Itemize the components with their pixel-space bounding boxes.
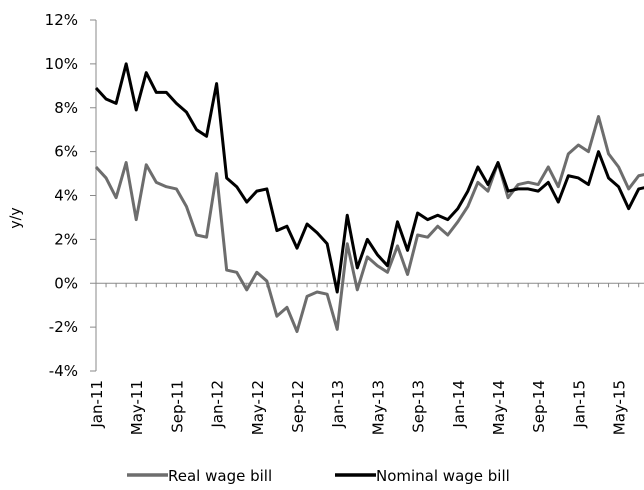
series-line-real-wage-bill <box>94 115 644 334</box>
y-tick-label: -2% <box>49 318 78 336</box>
x-ticks: Jan-11 May-11 Sep-11 Jan-12 May-12 Sep-12 Jan-… <box>88 283 640 435</box>
x-tick-label: May-12 <box>249 380 267 435</box>
y-tick-label: -4% <box>49 362 78 380</box>
y-tick-label: 12% <box>45 11 78 29</box>
x-tick-label: Sep-11 <box>168 380 186 433</box>
x-tick-label: May-15 <box>611 380 629 435</box>
x-tick-label: Sep-13 <box>410 380 428 433</box>
legend-label-nominal: Nominal wage bill <box>376 467 510 485</box>
x-tick-label: Sep-12 <box>289 380 307 433</box>
legend-label-real: Real wage bill <box>168 467 272 485</box>
x-tick-label: May-13 <box>369 380 387 435</box>
y-ticks: -4% -2% 0% 2% 4% 6% 8% 10% 12% <box>45 11 96 380</box>
x-tick-label: Jan-15 <box>570 380 588 429</box>
y-tick-label: 4% <box>54 187 78 205</box>
x-tick-label: May-14 <box>490 380 508 435</box>
y-tick-label: 6% <box>54 143 78 161</box>
y-tick-label: 2% <box>54 230 78 248</box>
series-layer <box>94 62 644 334</box>
x-tick-label: May-11 <box>128 380 146 435</box>
y-tick-label: 10% <box>45 55 78 73</box>
x-tick-label: Jan-11 <box>88 380 106 429</box>
chart-legend: Real wage bill Nominal wage bill <box>127 467 510 485</box>
x-tick-label: Jan-14 <box>450 380 468 429</box>
y-tick-label: 8% <box>54 99 78 117</box>
x-tick-label: Jan-13 <box>329 380 347 429</box>
x-tick-label: Jan-12 <box>209 380 227 429</box>
y-tick-label: 0% <box>54 274 78 292</box>
y-axis-title: y/y <box>8 207 24 228</box>
series-line-nominal-wage-bill <box>94 62 644 294</box>
x-tick-label: Sep-14 <box>530 380 548 433</box>
